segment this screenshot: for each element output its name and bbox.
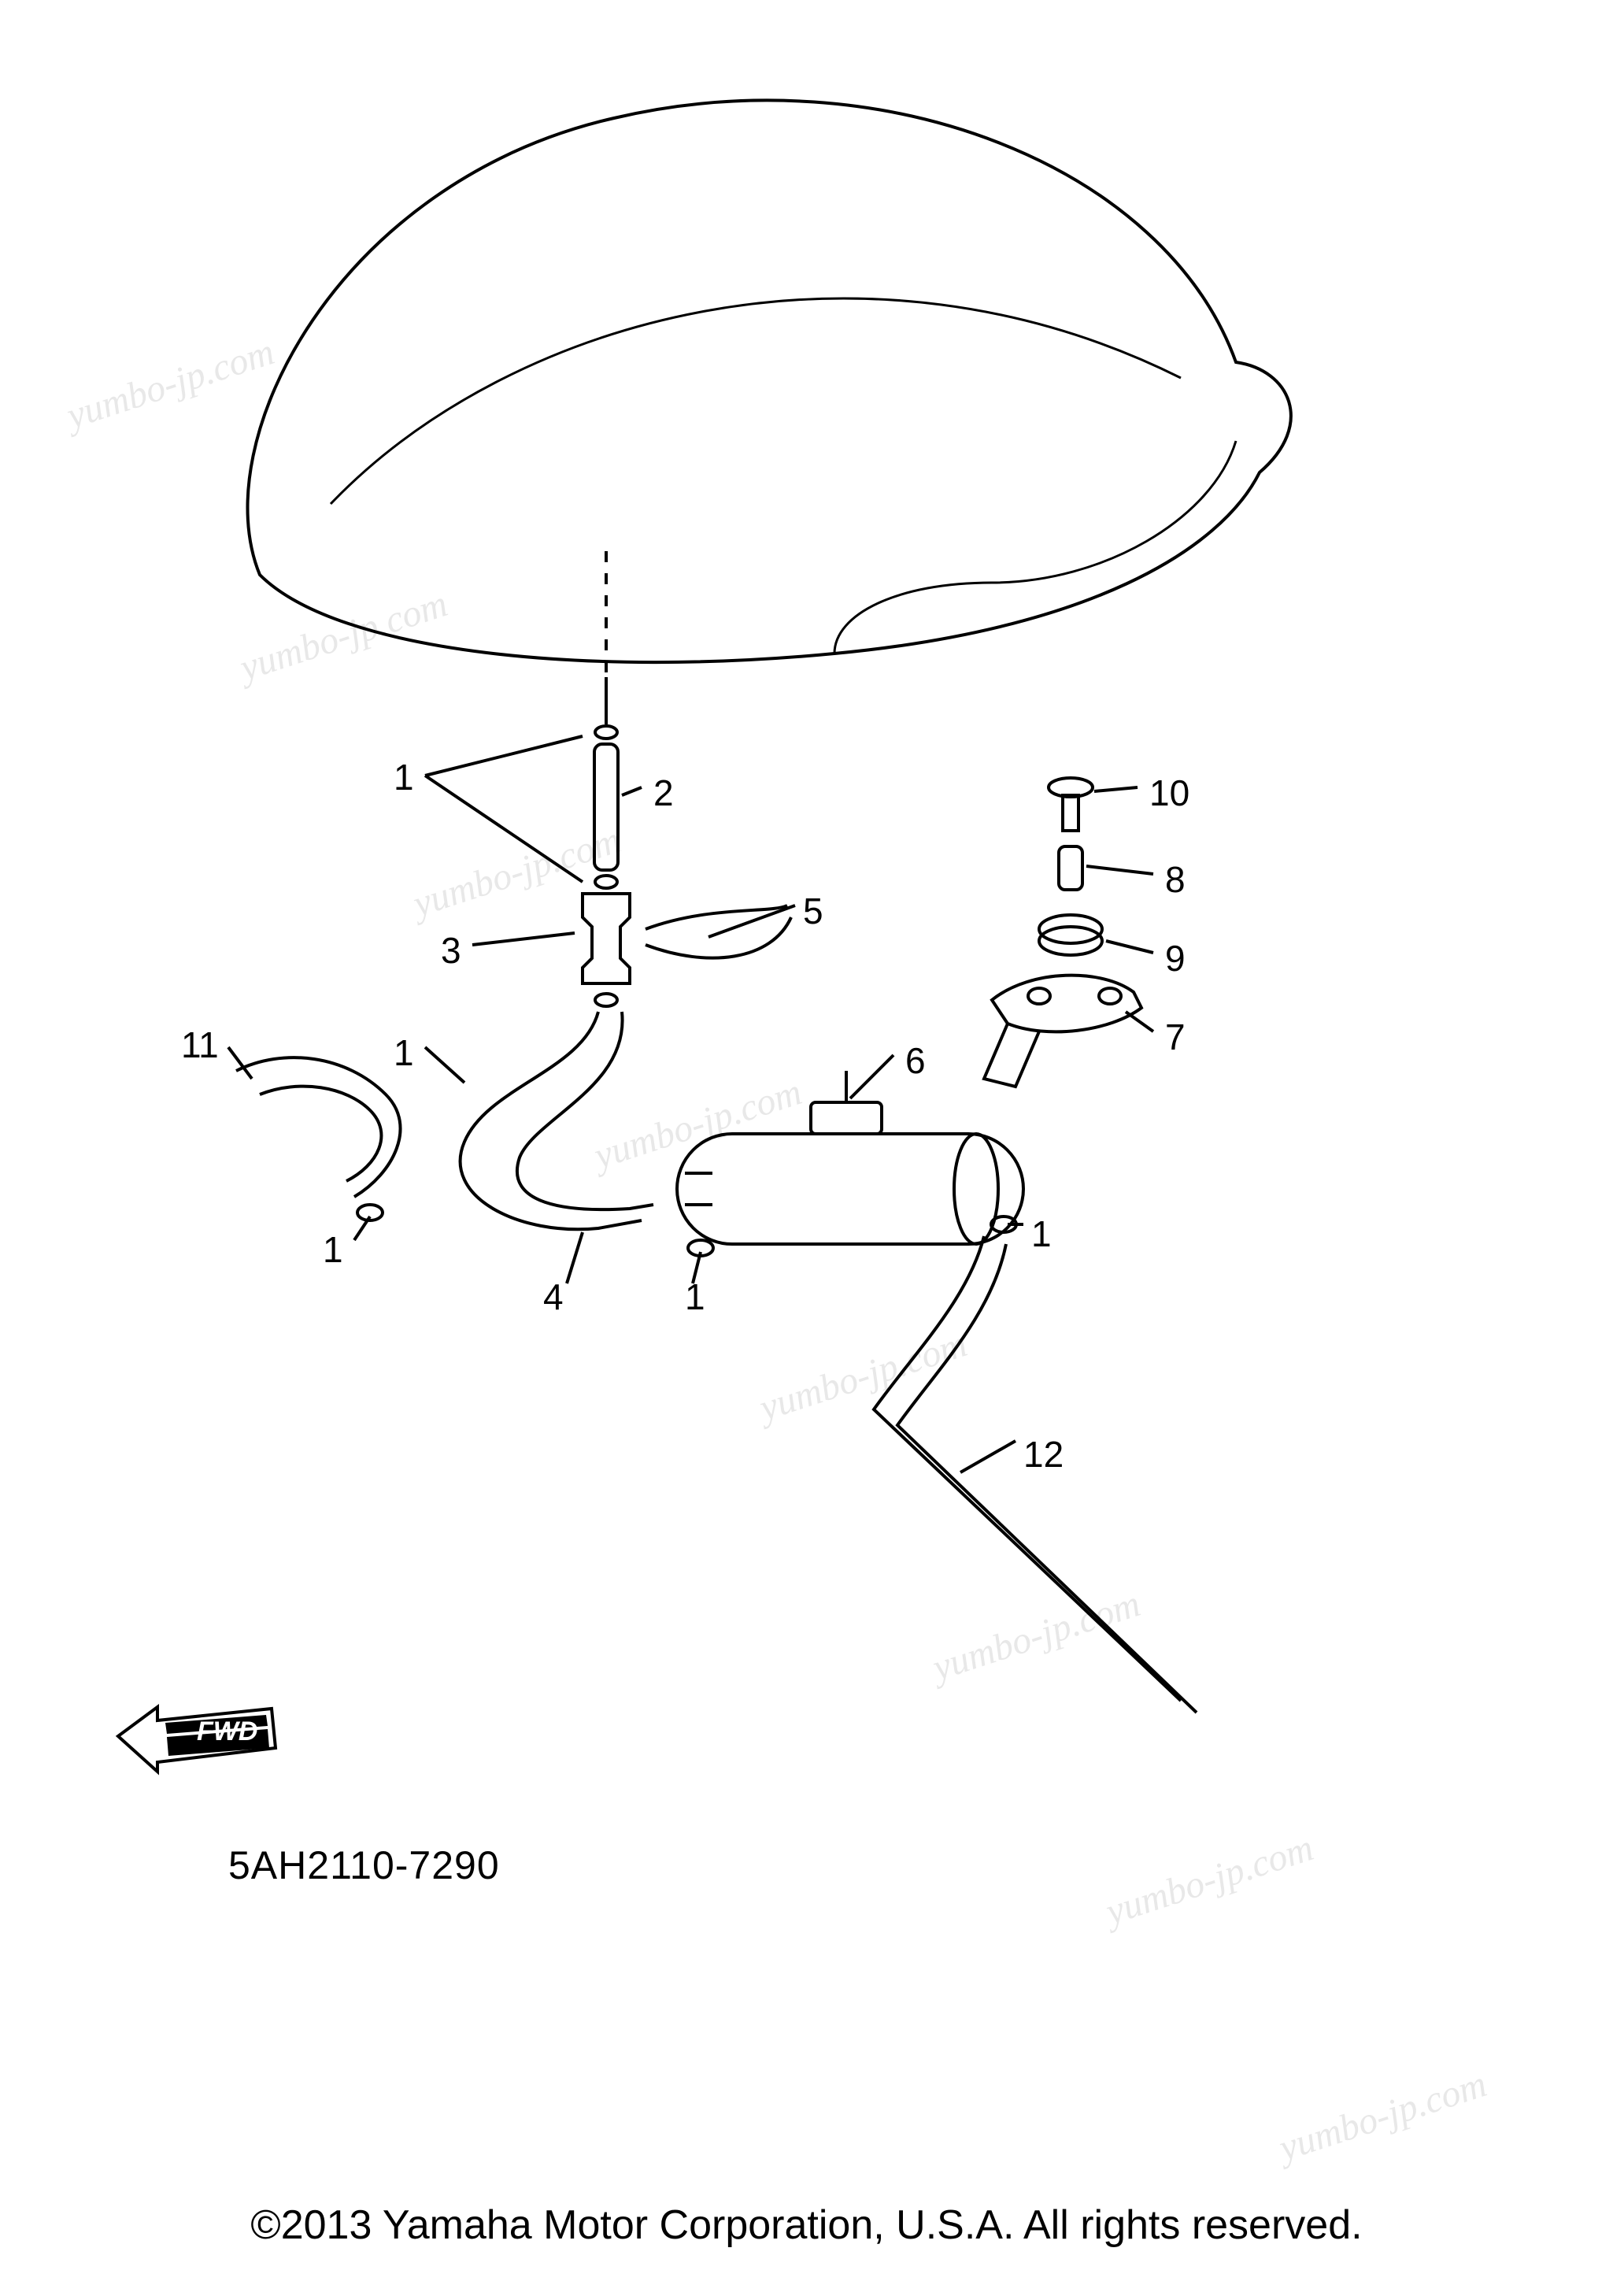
callout-11: 11: [181, 1024, 219, 1066]
parts-diagram-svg: [0, 0, 1613, 2142]
callout-5: 5: [803, 890, 823, 932]
callout-1: 1: [394, 756, 414, 798]
callout-3: 3: [441, 929, 461, 972]
fwd-label: FWD: [197, 1716, 257, 1746]
callout-1d: 1: [685, 1276, 705, 1318]
callout-1b: 1: [394, 1031, 414, 1074]
callout-1c: 1: [323, 1228, 343, 1271]
copyright-text: ©2013 Yamaha Motor Corporation, U.S.A. A…: [0, 2202, 1613, 2249]
callout-1e: 1: [1031, 1213, 1052, 1255]
page: yumbo-jp.com yumbo-jp.com yumbo-jp.com y…: [0, 0, 1613, 2296]
callout-7: 7: [1165, 1016, 1186, 1058]
diagram-area: yumbo-jp.com yumbo-jp.com yumbo-jp.com y…: [0, 0, 1613, 2142]
callout-8: 8: [1165, 858, 1186, 901]
callout-2: 2: [653, 772, 674, 814]
fwd-badge-icon: FWD: [110, 1693, 283, 1779]
callout-6: 6: [905, 1039, 926, 1082]
callout-4: 4: [543, 1276, 564, 1318]
callout-12: 12: [1023, 1433, 1064, 1476]
part-code: 5AH2110-7290: [228, 1842, 500, 1888]
callout-10: 10: [1149, 772, 1189, 814]
callout-9: 9: [1165, 937, 1186, 980]
